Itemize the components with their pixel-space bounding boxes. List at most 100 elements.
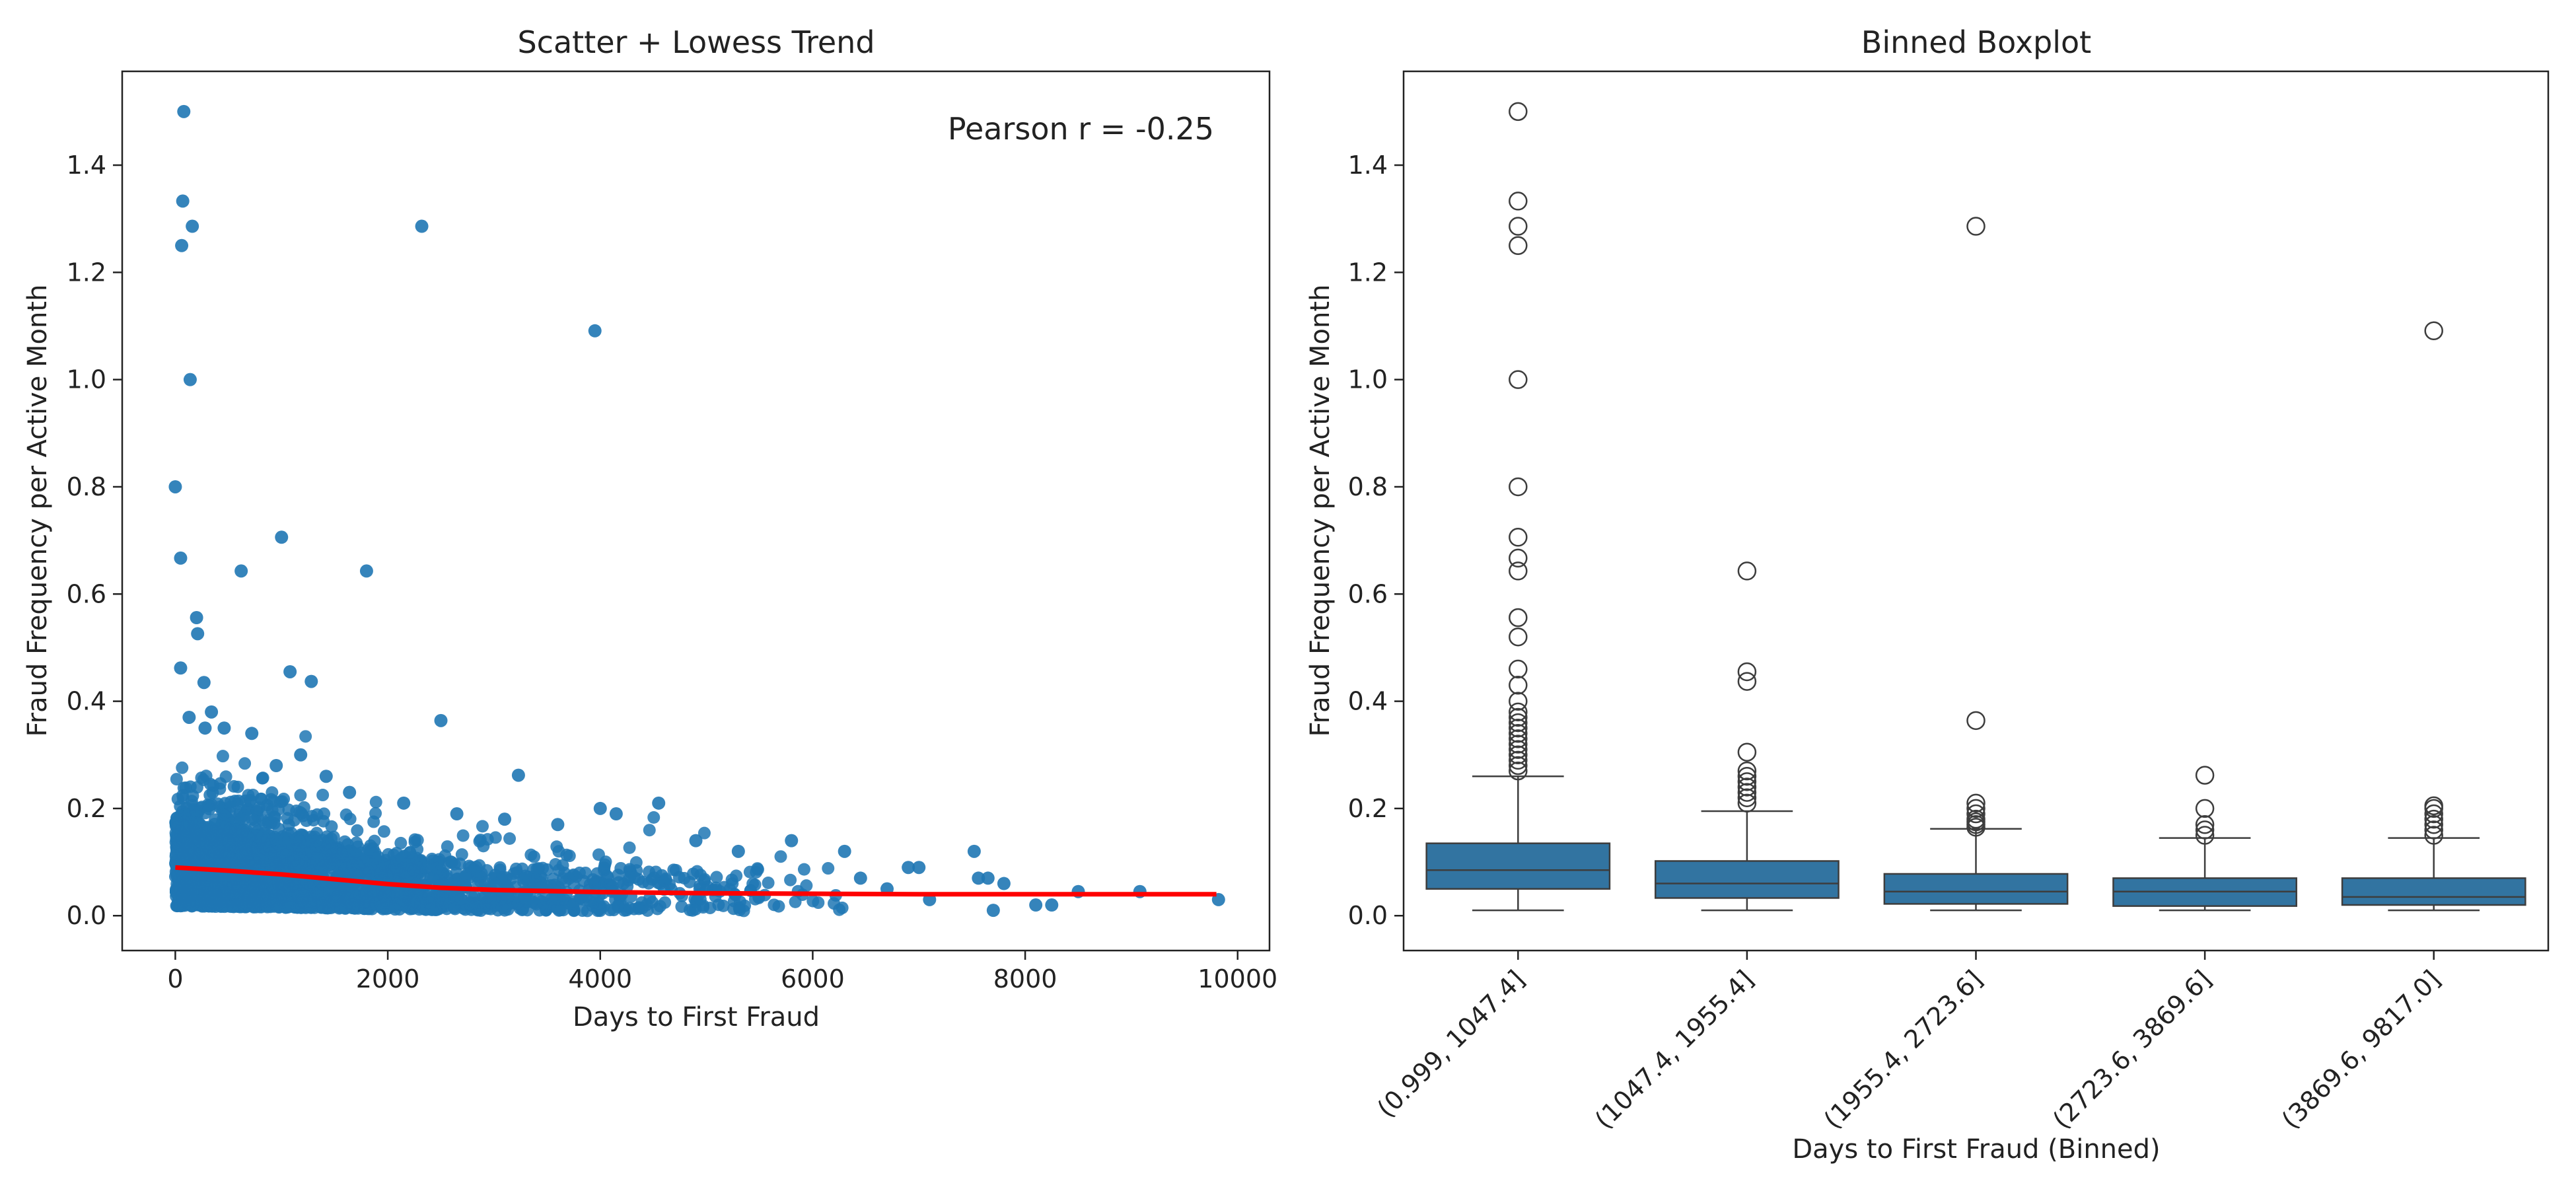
scatter-point xyxy=(238,794,252,807)
scatter-point xyxy=(986,904,1000,918)
scatter-point xyxy=(211,797,225,811)
scatter-point xyxy=(717,899,730,912)
outlier-point xyxy=(1509,370,1528,389)
scatter-point xyxy=(170,773,183,786)
scatter-point xyxy=(256,830,269,843)
scatter-point xyxy=(473,835,486,848)
scatter-point xyxy=(651,876,664,889)
scatter-point xyxy=(434,713,448,727)
outlier-point xyxy=(2424,796,2443,816)
scatter-point xyxy=(472,877,485,890)
scatter-point xyxy=(174,661,188,675)
scatter-point xyxy=(349,855,363,869)
scatter-point xyxy=(550,902,563,915)
boxplot-box xyxy=(1883,217,2069,912)
outlier-point xyxy=(1966,793,1986,813)
boxplot-box xyxy=(1425,102,1611,912)
scatter-point xyxy=(186,832,199,845)
scatter-point xyxy=(503,832,517,846)
scatter-point xyxy=(271,851,284,865)
scatter-point xyxy=(367,815,380,828)
outlier-point xyxy=(1509,561,1528,581)
y-tick-label: 0.2 xyxy=(1348,794,1388,823)
scatter-point xyxy=(316,789,330,802)
outlier-point xyxy=(1737,672,1757,691)
scatter-point xyxy=(199,770,213,783)
scatter-point xyxy=(182,710,196,724)
scatter-plot-frame xyxy=(121,70,1271,952)
scatter-point xyxy=(774,850,787,863)
scatter-point xyxy=(623,841,636,854)
scatter-point xyxy=(556,872,569,885)
scatter-point xyxy=(191,816,204,830)
scatter-point xyxy=(382,847,395,861)
scatter-point xyxy=(812,896,825,910)
scatter-point xyxy=(511,768,525,782)
outlier-point xyxy=(1737,761,1757,781)
scatter-point xyxy=(550,840,563,853)
outlier-point xyxy=(1509,477,1528,497)
scatter-point xyxy=(342,881,355,894)
scatter-point xyxy=(203,789,217,802)
scatter-point xyxy=(359,889,372,902)
scatter-point xyxy=(411,834,424,847)
scatter-point xyxy=(183,373,197,386)
y-tick-label: 0.2 xyxy=(67,794,106,823)
scatter-point xyxy=(275,530,289,544)
outlier-point xyxy=(2424,809,2443,829)
y-tick-label: 0.4 xyxy=(1348,687,1388,716)
scatter-point xyxy=(282,882,295,895)
scatter-point xyxy=(439,896,452,910)
scatter-point xyxy=(445,856,458,869)
y-tick-label: 1.4 xyxy=(1348,151,1388,180)
scatter-point xyxy=(216,750,229,763)
scatter-point xyxy=(282,818,295,832)
scatter-point xyxy=(315,841,328,854)
x-tick-label: 10000 xyxy=(1198,964,1277,993)
scatter-point xyxy=(784,873,797,886)
scatter-point xyxy=(281,844,294,857)
scatter-point xyxy=(197,676,211,690)
outlier-point xyxy=(1737,788,1757,807)
scatter-point xyxy=(319,770,333,783)
scatter-point xyxy=(222,822,235,836)
outlier-point xyxy=(2195,766,2215,785)
scatter-point xyxy=(642,877,655,890)
outlier-point xyxy=(2424,804,2443,824)
scatter-point xyxy=(378,857,391,871)
outlier-point xyxy=(1509,102,1528,122)
scatter-point xyxy=(231,780,244,793)
scatter-point xyxy=(621,880,634,893)
scatter-point xyxy=(624,871,637,884)
outlier-point xyxy=(2424,815,2443,834)
scatter-point xyxy=(606,880,619,893)
outlier-point xyxy=(1509,756,1528,775)
scatter-point xyxy=(746,877,760,890)
x-tick-label: 6000 xyxy=(781,964,845,993)
scatter-point xyxy=(672,871,686,884)
outlier-point xyxy=(1737,561,1757,581)
scatter-point xyxy=(545,892,558,906)
x-tick-label: 0 xyxy=(167,964,183,993)
scatter-point xyxy=(828,897,841,910)
scatter-point xyxy=(762,876,775,889)
scatter-point xyxy=(429,904,442,917)
scatter-point xyxy=(1029,898,1043,912)
scatter-point xyxy=(587,873,600,886)
scatter-point xyxy=(450,807,464,821)
scatter-point xyxy=(902,861,915,875)
scatter-point xyxy=(245,727,259,740)
scatter-point xyxy=(475,867,488,880)
outlier-point xyxy=(1509,745,1528,765)
scatter-point xyxy=(295,807,308,820)
y-tick-label: 1.0 xyxy=(67,365,106,394)
iqr-box xyxy=(2341,877,2526,906)
scatter-point xyxy=(853,871,867,885)
scatter-point xyxy=(283,665,297,678)
scatter-point xyxy=(213,851,227,864)
scatter-point xyxy=(591,904,604,918)
scatter-point xyxy=(643,824,656,837)
outlier-point xyxy=(1737,662,1757,682)
scatter-point xyxy=(305,847,318,860)
outlier-point xyxy=(1966,711,1986,731)
